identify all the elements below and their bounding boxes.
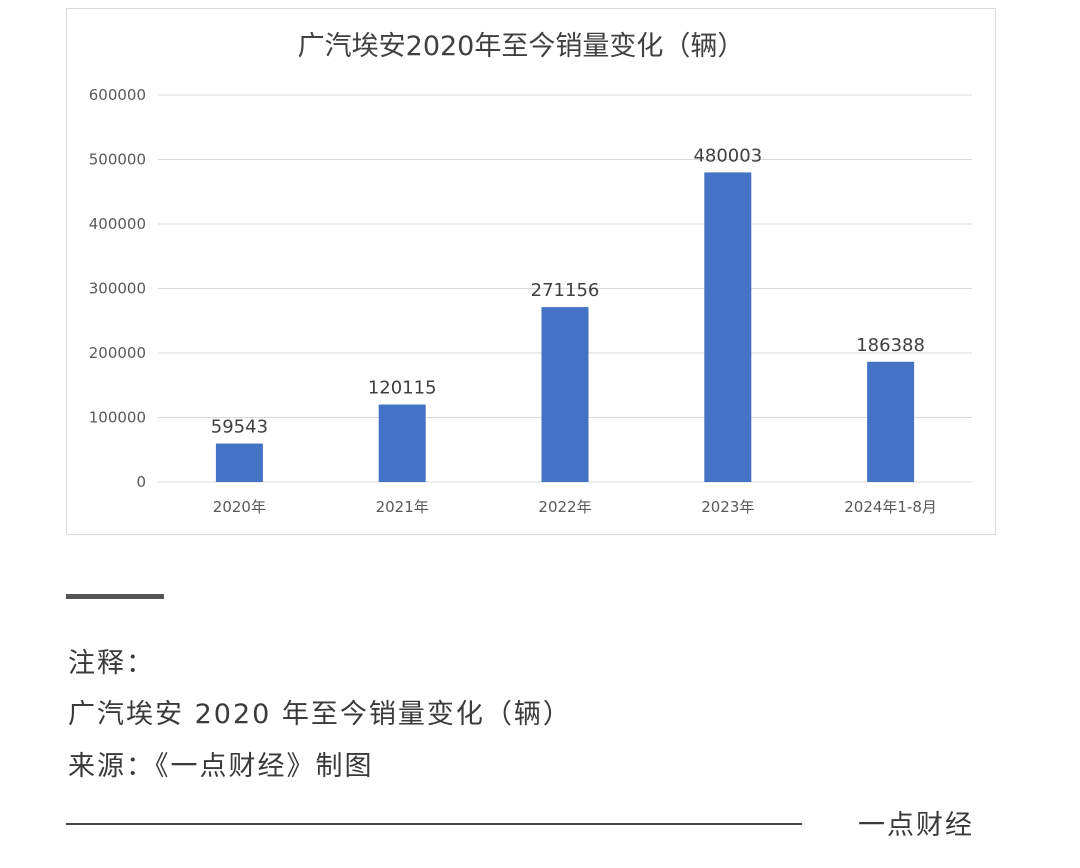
y-tick-label: 200000 bbox=[89, 344, 146, 362]
y-tick-label: 500000 bbox=[89, 151, 146, 169]
bar bbox=[215, 443, 263, 482]
chart-title: 广汽埃安2020年至今销量变化（辆） bbox=[298, 31, 745, 62]
bar bbox=[704, 172, 752, 482]
note-label: 注释： bbox=[68, 648, 155, 679]
chart-frame: 广汽埃安2020年至今销量变化（辆） 0 100000 200000 300000 40… bbox=[66, 8, 996, 535]
bar bbox=[378, 404, 426, 482]
bar-chart: 广汽埃安2020年至今销量变化（辆） 0 100000 200000 300000 40… bbox=[89, 31, 972, 516]
x-tick-label: 2022年 bbox=[538, 498, 591, 516]
data-label: 186388 bbox=[856, 335, 925, 356]
bar bbox=[541, 307, 589, 482]
x-tick-label: 2024年1-8月 bbox=[844, 498, 937, 516]
source-text: 来源：《一点财经》制图 bbox=[68, 751, 374, 782]
x-tick-label: 2020年 bbox=[213, 498, 266, 516]
bar bbox=[867, 361, 915, 482]
note-text: 广汽埃安 2020 年至今销量变化（辆） bbox=[68, 699, 572, 730]
data-label: 480003 bbox=[693, 145, 762, 166]
divider-bar bbox=[66, 594, 164, 599]
y-tick-label: 600000 bbox=[89, 86, 146, 104]
footer-brand: 一点财经 bbox=[858, 810, 974, 841]
x-tick-label: 2021年 bbox=[376, 498, 429, 516]
footer-line bbox=[66, 823, 802, 825]
data-label: 120115 bbox=[368, 378, 437, 399]
y-tick-label: 400000 bbox=[89, 215, 146, 233]
x-tick-label: 2023年 bbox=[701, 498, 754, 516]
y-tick-label: 0 bbox=[136, 473, 146, 491]
data-label: 59543 bbox=[211, 417, 268, 438]
y-tick-label: 300000 bbox=[89, 280, 146, 298]
data-label: 271156 bbox=[531, 280, 600, 301]
y-tick-label: 100000 bbox=[89, 409, 146, 427]
